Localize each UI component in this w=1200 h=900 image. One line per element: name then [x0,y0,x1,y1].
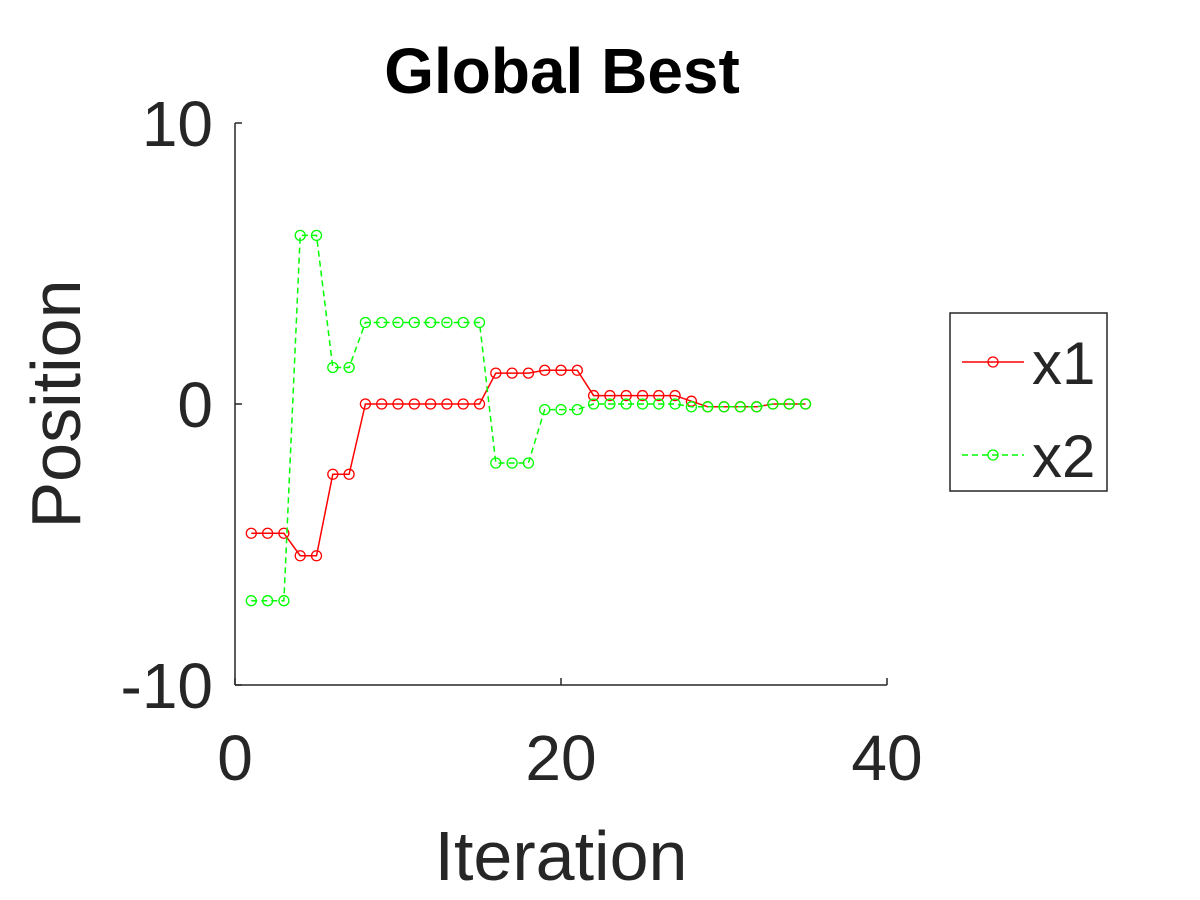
chart-title: Global Best [384,35,740,107]
data-point [457,398,469,410]
series-x2 [245,229,812,607]
data-point [359,316,372,329]
x-tick-label: 0 [217,722,253,794]
y-tick-label: -10 [121,650,214,722]
data-point [424,398,437,410]
legend-swatch-marker [987,356,999,368]
data-point [294,229,306,242]
legend-item-x2: x2 [962,423,1095,490]
data-point [506,457,518,469]
data-point [587,389,600,402]
data-point [457,316,469,329]
data-point [734,401,746,413]
legend-label: x1 [1032,330,1095,397]
data-point [750,401,763,413]
legend-label: x2 [1032,423,1095,490]
y-tick-label: 0 [177,369,213,441]
y-tick-label: 10 [142,88,213,160]
data-point [636,389,649,402]
data-point [392,316,404,329]
x-axis-label: Iteration [435,817,688,895]
x-tick-label: 20 [525,722,596,794]
y-axis-label: Position [17,279,95,528]
data-point [376,398,388,410]
data-point [245,595,257,607]
data-point [522,367,535,379]
data-point [571,364,583,376]
data-point [767,398,779,410]
data-point [490,367,502,379]
data-point [310,550,323,562]
data-point [718,401,730,413]
data-point [359,398,372,410]
data-point [327,468,339,480]
data-point [294,550,306,562]
data-point [245,527,257,539]
data-point [408,398,420,410]
data-point [571,403,583,416]
data-point [424,316,437,329]
data-point [261,527,274,539]
data-point [620,398,632,410]
data-point [343,468,355,480]
data-point [604,389,616,402]
data-point [669,398,681,410]
data-point [408,316,420,329]
data-point [522,457,535,469]
legend-box [949,312,1108,492]
x-tick-label: 40 [851,722,922,794]
series-line-x2 [251,234,806,602]
data-point [587,398,600,410]
data-point [441,316,453,329]
data-point [636,398,649,410]
data-point [620,389,632,402]
data-point [799,398,812,410]
data-point [261,595,274,607]
legend-item-x1: x1 [962,330,1095,397]
data-point [490,457,502,469]
data-point [506,367,518,379]
data-point [555,403,567,416]
data-point [343,361,355,374]
series-layer [245,229,812,607]
data-point [327,361,339,374]
data-point [278,527,290,539]
data-point [539,364,551,376]
data-point [310,229,323,242]
data-point [604,398,616,410]
data-point [441,398,453,410]
data-point [278,595,290,607]
legend-swatch-marker [987,449,999,461]
data-point [653,389,665,402]
series-x1 [245,364,812,562]
series-line-x1 [251,369,806,557]
data-point [392,398,404,410]
data-point [669,389,681,402]
data-point [539,403,551,416]
data-point [702,401,714,413]
data-point [555,364,567,376]
data-point [473,316,486,329]
data-point [473,398,486,410]
data-point [783,398,795,410]
data-point [653,398,665,410]
data-point [376,316,388,329]
data-point [685,401,698,413]
